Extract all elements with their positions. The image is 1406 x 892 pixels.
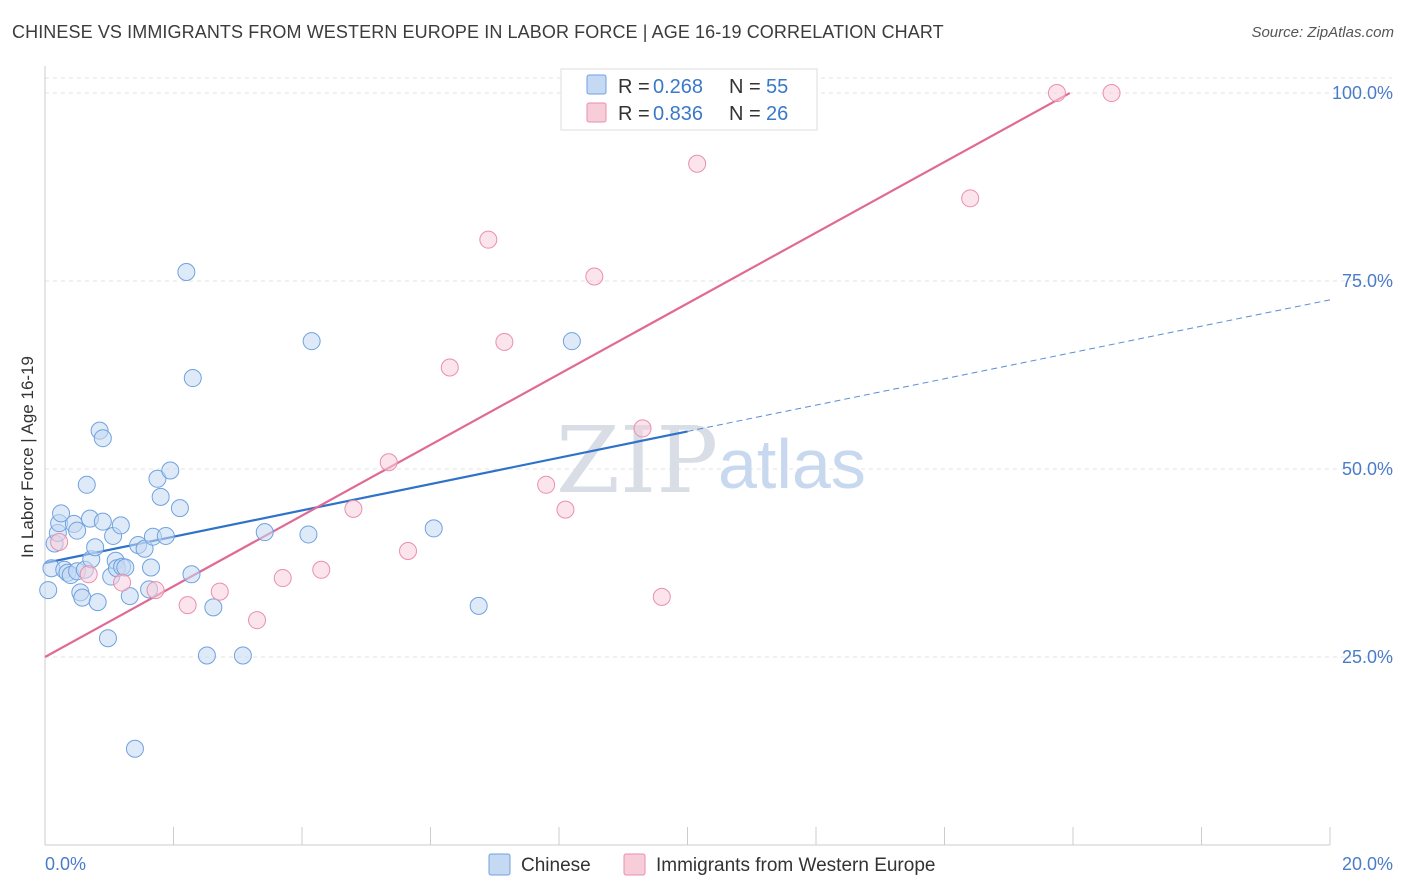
point-immigrants-19 [652, 587, 671, 606]
point-immigrants-16 [556, 500, 575, 519]
point-chinese-45 [183, 369, 202, 388]
point-chinese-5 [52, 504, 71, 523]
point-immigrants-15 [537, 475, 556, 494]
point-immigrants-25 [1102, 84, 1121, 103]
trendlines [44, 92, 1331, 658]
point-immigrants-20 [688, 154, 707, 173]
watermark: ZIP atlas [556, 407, 866, 514]
watermark-atlas: atlas [718, 425, 866, 503]
grid [45, 77, 1392, 658]
point-chinese-21 [93, 429, 112, 448]
point-chinese-18 [86, 538, 105, 557]
point-chinese-15 [77, 475, 96, 494]
point-chinese-46 [197, 646, 216, 665]
point-immigrants-18 [633, 419, 652, 438]
point-chinese-36 [142, 558, 161, 577]
bottom-legend-label-immigrants: Immigrants from Western Europe [656, 855, 935, 876]
point-immigrants-13 [479, 230, 498, 249]
series-immigrants [50, 84, 1121, 630]
point-chinese-53 [469, 596, 488, 615]
point-chinese-41 [161, 461, 180, 480]
point-chinese-10 [68, 521, 87, 540]
point-chinese-49 [255, 523, 274, 542]
point-immigrants-0 [50, 532, 69, 551]
x-tick-label-20: 20.0% [1342, 854, 1393, 874]
y-axis-label: In Labor Force | Age 16-19 [18, 356, 37, 558]
y-tick-label-100: 100.0% [1332, 83, 1393, 103]
point-immigrants-14 [495, 332, 514, 351]
legend-r-label-chinese: R = [618, 76, 650, 98]
point-chinese-44 [182, 565, 201, 584]
legend-n-label-immigrants: N = [729, 103, 761, 125]
point-chinese-30 [116, 558, 135, 577]
legend-swatch-immigrants [586, 102, 607, 123]
trendline-immigrants [44, 92, 1071, 658]
point-chinese-23 [98, 629, 117, 648]
point-immigrants-3 [146, 581, 165, 600]
point-immigrants-9 [344, 499, 363, 518]
data-points [39, 84, 1121, 758]
y-tick-label-50: 50.0% [1342, 459, 1393, 479]
point-chinese-1 [39, 581, 58, 600]
legend-n-label-chinese: N = [729, 76, 761, 98]
point-immigrants-6 [248, 611, 267, 630]
point-immigrants-7 [273, 569, 292, 588]
point-immigrants-8 [312, 560, 331, 579]
point-chinese-50 [299, 525, 318, 544]
legend-swatch-chinese [586, 74, 607, 95]
source-credit: Source: ZipAtlas.com [1251, 24, 1394, 41]
point-immigrants-24 [1047, 84, 1066, 103]
point-immigrants-23 [961, 189, 980, 208]
point-chinese-48 [233, 646, 252, 665]
point-chinese-40 [156, 526, 175, 545]
legend-r-value-immigrants: 0.836 [653, 103, 703, 125]
point-chinese-28 [111, 516, 130, 535]
point-chinese-31 [120, 587, 139, 606]
point-chinese-13 [73, 588, 92, 607]
point-immigrants-10 [379, 453, 398, 472]
point-chinese-51 [302, 332, 321, 351]
point-chinese-38 [148, 469, 167, 488]
point-chinese-22 [93, 512, 112, 531]
point-chinese-47 [204, 598, 223, 617]
bottom-legend-label-chinese: Chinese [521, 855, 591, 876]
chart-title: CHINESE VS IMMIGRANTS FROM WESTERN EUROP… [12, 22, 944, 42]
point-immigrants-2 [113, 573, 132, 592]
point-immigrants-12 [440, 358, 459, 377]
y-tick-label-75: 75.0% [1342, 271, 1393, 291]
point-chinese-19 [88, 593, 107, 612]
bottom-legend: Chinese Immigrants from Western Europe [488, 853, 935, 876]
point-immigrants-11 [399, 541, 418, 560]
point-immigrants-5 [210, 582, 229, 601]
axes: 25.0% 50.0% 75.0% 100.0% 0.0% 20.0% [44, 66, 1393, 874]
bottom-legend-swatch-chinese [488, 853, 511, 876]
legend-r-label-immigrants: R = [618, 103, 650, 125]
legend: R = 0.268 N = 55 R = 0.836 N = 26 [560, 68, 818, 131]
point-immigrants-17 [585, 267, 604, 286]
legend-n-value-immigrants: 26 [766, 103, 788, 125]
point-chinese-39 [151, 487, 170, 506]
y-tick-label-25: 25.0% [1342, 647, 1393, 667]
legend-n-value-chinese: 55 [766, 76, 788, 98]
point-immigrants-4 [178, 596, 197, 615]
x-tick-label-0: 0.0% [45, 854, 86, 874]
point-chinese-52 [424, 519, 443, 538]
trendline-extension-chinese [687, 299, 1331, 432]
point-immigrants-1 [79, 565, 98, 584]
point-chinese-43 [177, 263, 196, 282]
point-chinese-42 [170, 499, 189, 518]
point-chinese-54 [562, 332, 581, 351]
bottom-legend-swatch-immigrants [623, 853, 646, 876]
legend-r-value-chinese: 0.268 [653, 76, 703, 98]
point-chinese-32 [125, 739, 144, 758]
